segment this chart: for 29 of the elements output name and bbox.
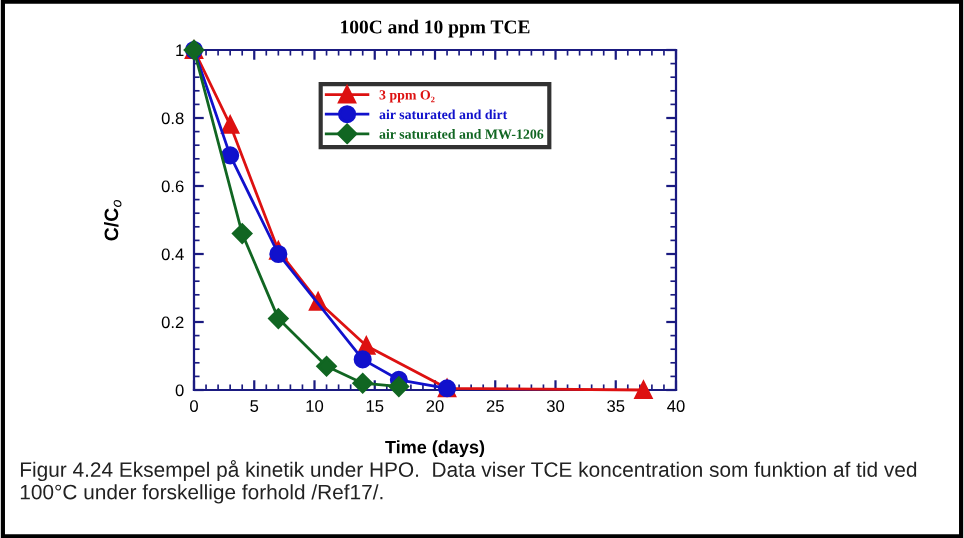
point xyxy=(634,380,653,400)
x-tick-label: 25 xyxy=(486,400,504,412)
y-tick-label: 0.4 xyxy=(161,248,184,261)
x-axis-title: Time (days) xyxy=(385,440,485,458)
x-tick-label: 35 xyxy=(607,400,625,412)
point xyxy=(231,223,253,244)
y-tick-label: 0.2 xyxy=(161,316,184,329)
point xyxy=(221,115,240,134)
point xyxy=(221,146,240,165)
x-tick-label: 5 xyxy=(250,400,259,412)
point xyxy=(352,372,373,394)
y-tick-label: 1 xyxy=(176,44,184,57)
x-tick-label: 15 xyxy=(366,400,384,412)
y-tick-label: 0.6 xyxy=(161,180,184,193)
y-tick-label: 0 xyxy=(175,384,184,397)
y-tick-label: 0.8 xyxy=(161,112,184,125)
point xyxy=(316,355,337,377)
x-tick-label: 40 xyxy=(667,400,685,412)
text: Figur 4.24 Eksempel på kinetik under HPO. Data viser TCE koncentration som funktion af tid ved 100°C under forskellige forhold /Ref17/. xyxy=(20,459,917,504)
x-tick-label: 0 xyxy=(190,400,198,412)
point xyxy=(268,308,289,329)
point xyxy=(388,376,410,397)
point xyxy=(353,350,372,369)
x-tick-label: 10 xyxy=(306,400,324,412)
x-tick-label: 20 xyxy=(426,400,444,412)
point xyxy=(269,244,288,264)
chart-title: 100C and 10 ppm TCE xyxy=(341,19,530,38)
x-tick-label: 30 xyxy=(546,400,565,412)
y-axis-title: C/C$_{o}$ xyxy=(103,199,122,241)
